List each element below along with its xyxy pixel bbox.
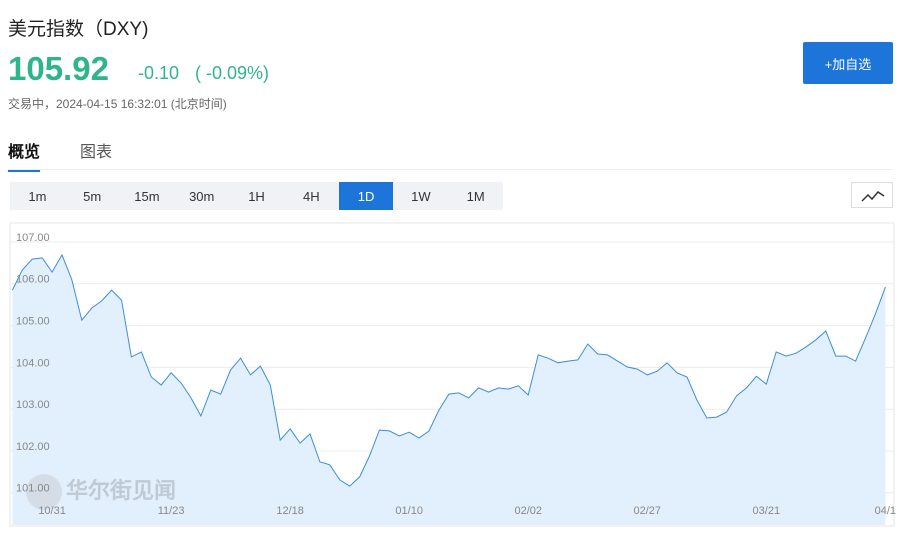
x-tick-label: 10/31 — [38, 505, 66, 517]
chart: 华尔街见闻 101.00 102.00 103.00 104.00 105.00 106.… — [9, 222, 896, 527]
interval-button[interactable]: 1W — [411, 188, 431, 204]
interval-button[interactable]: 1H — [248, 188, 265, 204]
interval-button[interactable]: 30m — [189, 188, 215, 204]
add-watchlist[interactable]: +加自选 — [803, 42, 893, 84]
price: 105.92 — [8, 50, 109, 87]
icon — [861, 191, 885, 202]
line — [11, 253, 886, 487]
area-fill — [12, 254, 886, 525]
x-tick-label: 02/02 — [514, 505, 542, 517]
x-tick-label: 11/23 — [158, 505, 185, 517]
interval-button[interactable]: 15m — [134, 188, 160, 204]
x-tick-label: 02/27 — [634, 505, 662, 517]
interval-button[interactable]: 1M — [466, 188, 485, 204]
y-tick-label: 102.00 — [16, 441, 50, 453]
y-tick-label: 106.00 — [16, 274, 50, 286]
chart-type-button[interactable] — [851, 182, 893, 208]
y-tick-label: 105.00 — [16, 315, 50, 327]
tab[interactable]: 概览 — [8, 138, 41, 172]
x-tick-label: 04/1 — [875, 505, 896, 517]
interval-button[interactable]: 1m — [28, 188, 47, 204]
x-tick-label: 01/10 — [395, 505, 423, 517]
divider — [8, 169, 893, 170]
plot-border — [9, 222, 895, 527]
status: 交易中，2024-04-15 16:32:01 (北京时间) — [8, 97, 227, 111]
watermark-logo — [26, 474, 62, 510]
y-tick-label: 103.00 — [16, 399, 50, 411]
change-pct: ( -0.09%) — [195, 63, 270, 83]
interval-button[interactable]: 5m — [83, 188, 102, 204]
y-tick-label: 107.00 — [16, 232, 50, 244]
interval-button[interactable]: 1D — [338, 182, 394, 210]
change: -0.10 — [138, 63, 180, 83]
x-tick-label: 03/21 — [753, 505, 781, 517]
watermark: 华尔街见闻 — [26, 474, 176, 510]
x-tick-label: 12/18 — [276, 505, 304, 517]
tab[interactable]: 图表 — [80, 144, 113, 161]
watermark-text: 华尔街见闻 — [66, 478, 176, 503]
interval-button[interactable]: 4H — [302, 188, 320, 204]
y-tick-label: 104.00 — [16, 357, 50, 369]
interval-bar: 1m 5m 15m 30m 1H 4H 1D 1W 1M — [10, 182, 503, 210]
title: 美元指数（DXY) — [8, 19, 149, 40]
y-tick-label: 101.00 — [16, 483, 50, 495]
